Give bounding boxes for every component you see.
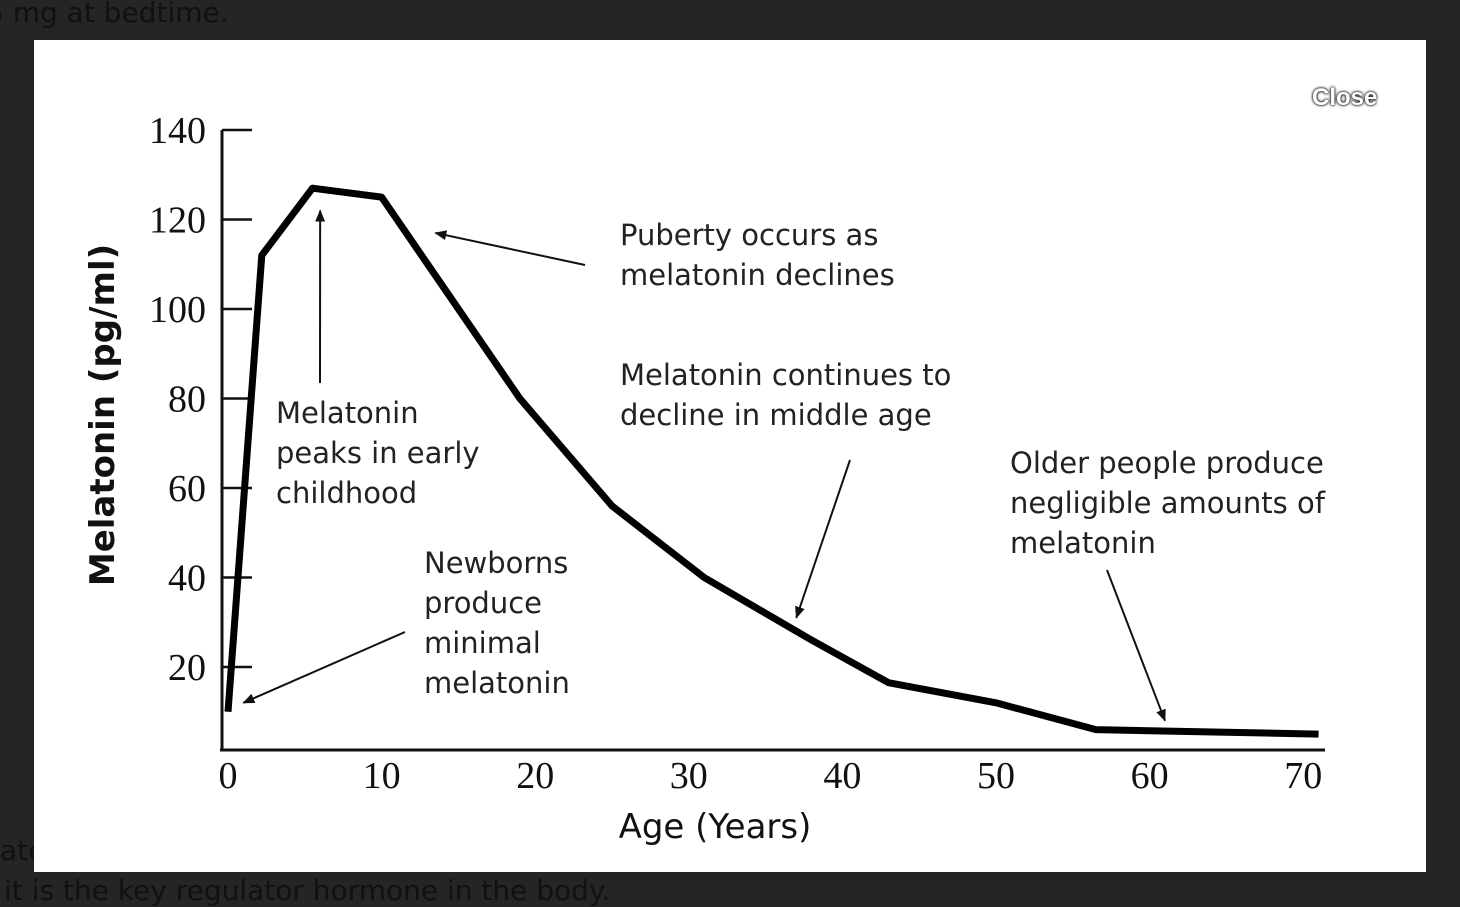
close-button[interactable]: Close — [1312, 84, 1377, 112]
y-tick-label: 80 — [168, 379, 206, 421]
annotation-text: Melatonin peaks in early childhood — [276, 396, 480, 510]
y-tick-label: 40 — [168, 558, 206, 600]
annotation-line: melatonin — [1010, 526, 1156, 560]
x-tick-label: 0 — [219, 755, 238, 797]
annotation-line: Melatonin — [276, 396, 419, 430]
annotation-line: Older people produce — [1010, 446, 1324, 480]
x-tick-label: 30 — [670, 755, 708, 797]
y-tick-label: 60 — [168, 468, 206, 510]
annotation-line: negligible amounts of — [1010, 486, 1326, 520]
annotation-line: Puberty occurs as — [620, 218, 878, 252]
annotation-line: childhood — [276, 476, 417, 510]
annotation-line: decline in middle age — [620, 398, 932, 432]
x-tick-label: 60 — [1131, 755, 1169, 797]
y-tick-label: 100 — [149, 289, 206, 331]
x-tick-label: 20 — [516, 755, 554, 797]
annotation-line: produce — [424, 586, 542, 620]
y-axis-label: Melatonin (pg/ml) — [83, 244, 123, 586]
annotation-arrow — [243, 632, 405, 703]
annotation-line: melatonin declines — [620, 258, 895, 292]
x-tick-label: 70 — [1284, 755, 1322, 797]
x-axis-label: Age (Years) — [619, 807, 812, 847]
annotation-line: Melatonin continues to — [620, 358, 951, 392]
y-tick-label: 140 — [149, 110, 206, 152]
annotation-arrow — [796, 460, 850, 618]
annotation-line: Newborns — [424, 546, 568, 580]
annotation-line: melatonin — [424, 666, 570, 700]
annotation-arrow — [435, 233, 585, 265]
annotation-line: peaks in early — [276, 436, 480, 470]
annotation-text: Puberty occurs as melatonin declines — [620, 218, 895, 292]
y-tick-label: 120 — [149, 200, 206, 242]
annotation-text: Newborns produce minimal melatonin — [424, 546, 570, 700]
annotation-text: Older people produce negligible amounts o… — [1010, 446, 1326, 560]
annotation-line: minimal — [424, 626, 541, 660]
annotation-arrow — [1107, 570, 1165, 721]
y-tick-label: 20 — [168, 647, 206, 689]
annotation-text: Melatonin continues to decline in middle … — [620, 358, 951, 432]
x-tick-label: 50 — [977, 755, 1015, 797]
x-tick-label: 10 — [363, 755, 401, 797]
x-tick-label: 40 — [823, 755, 861, 797]
